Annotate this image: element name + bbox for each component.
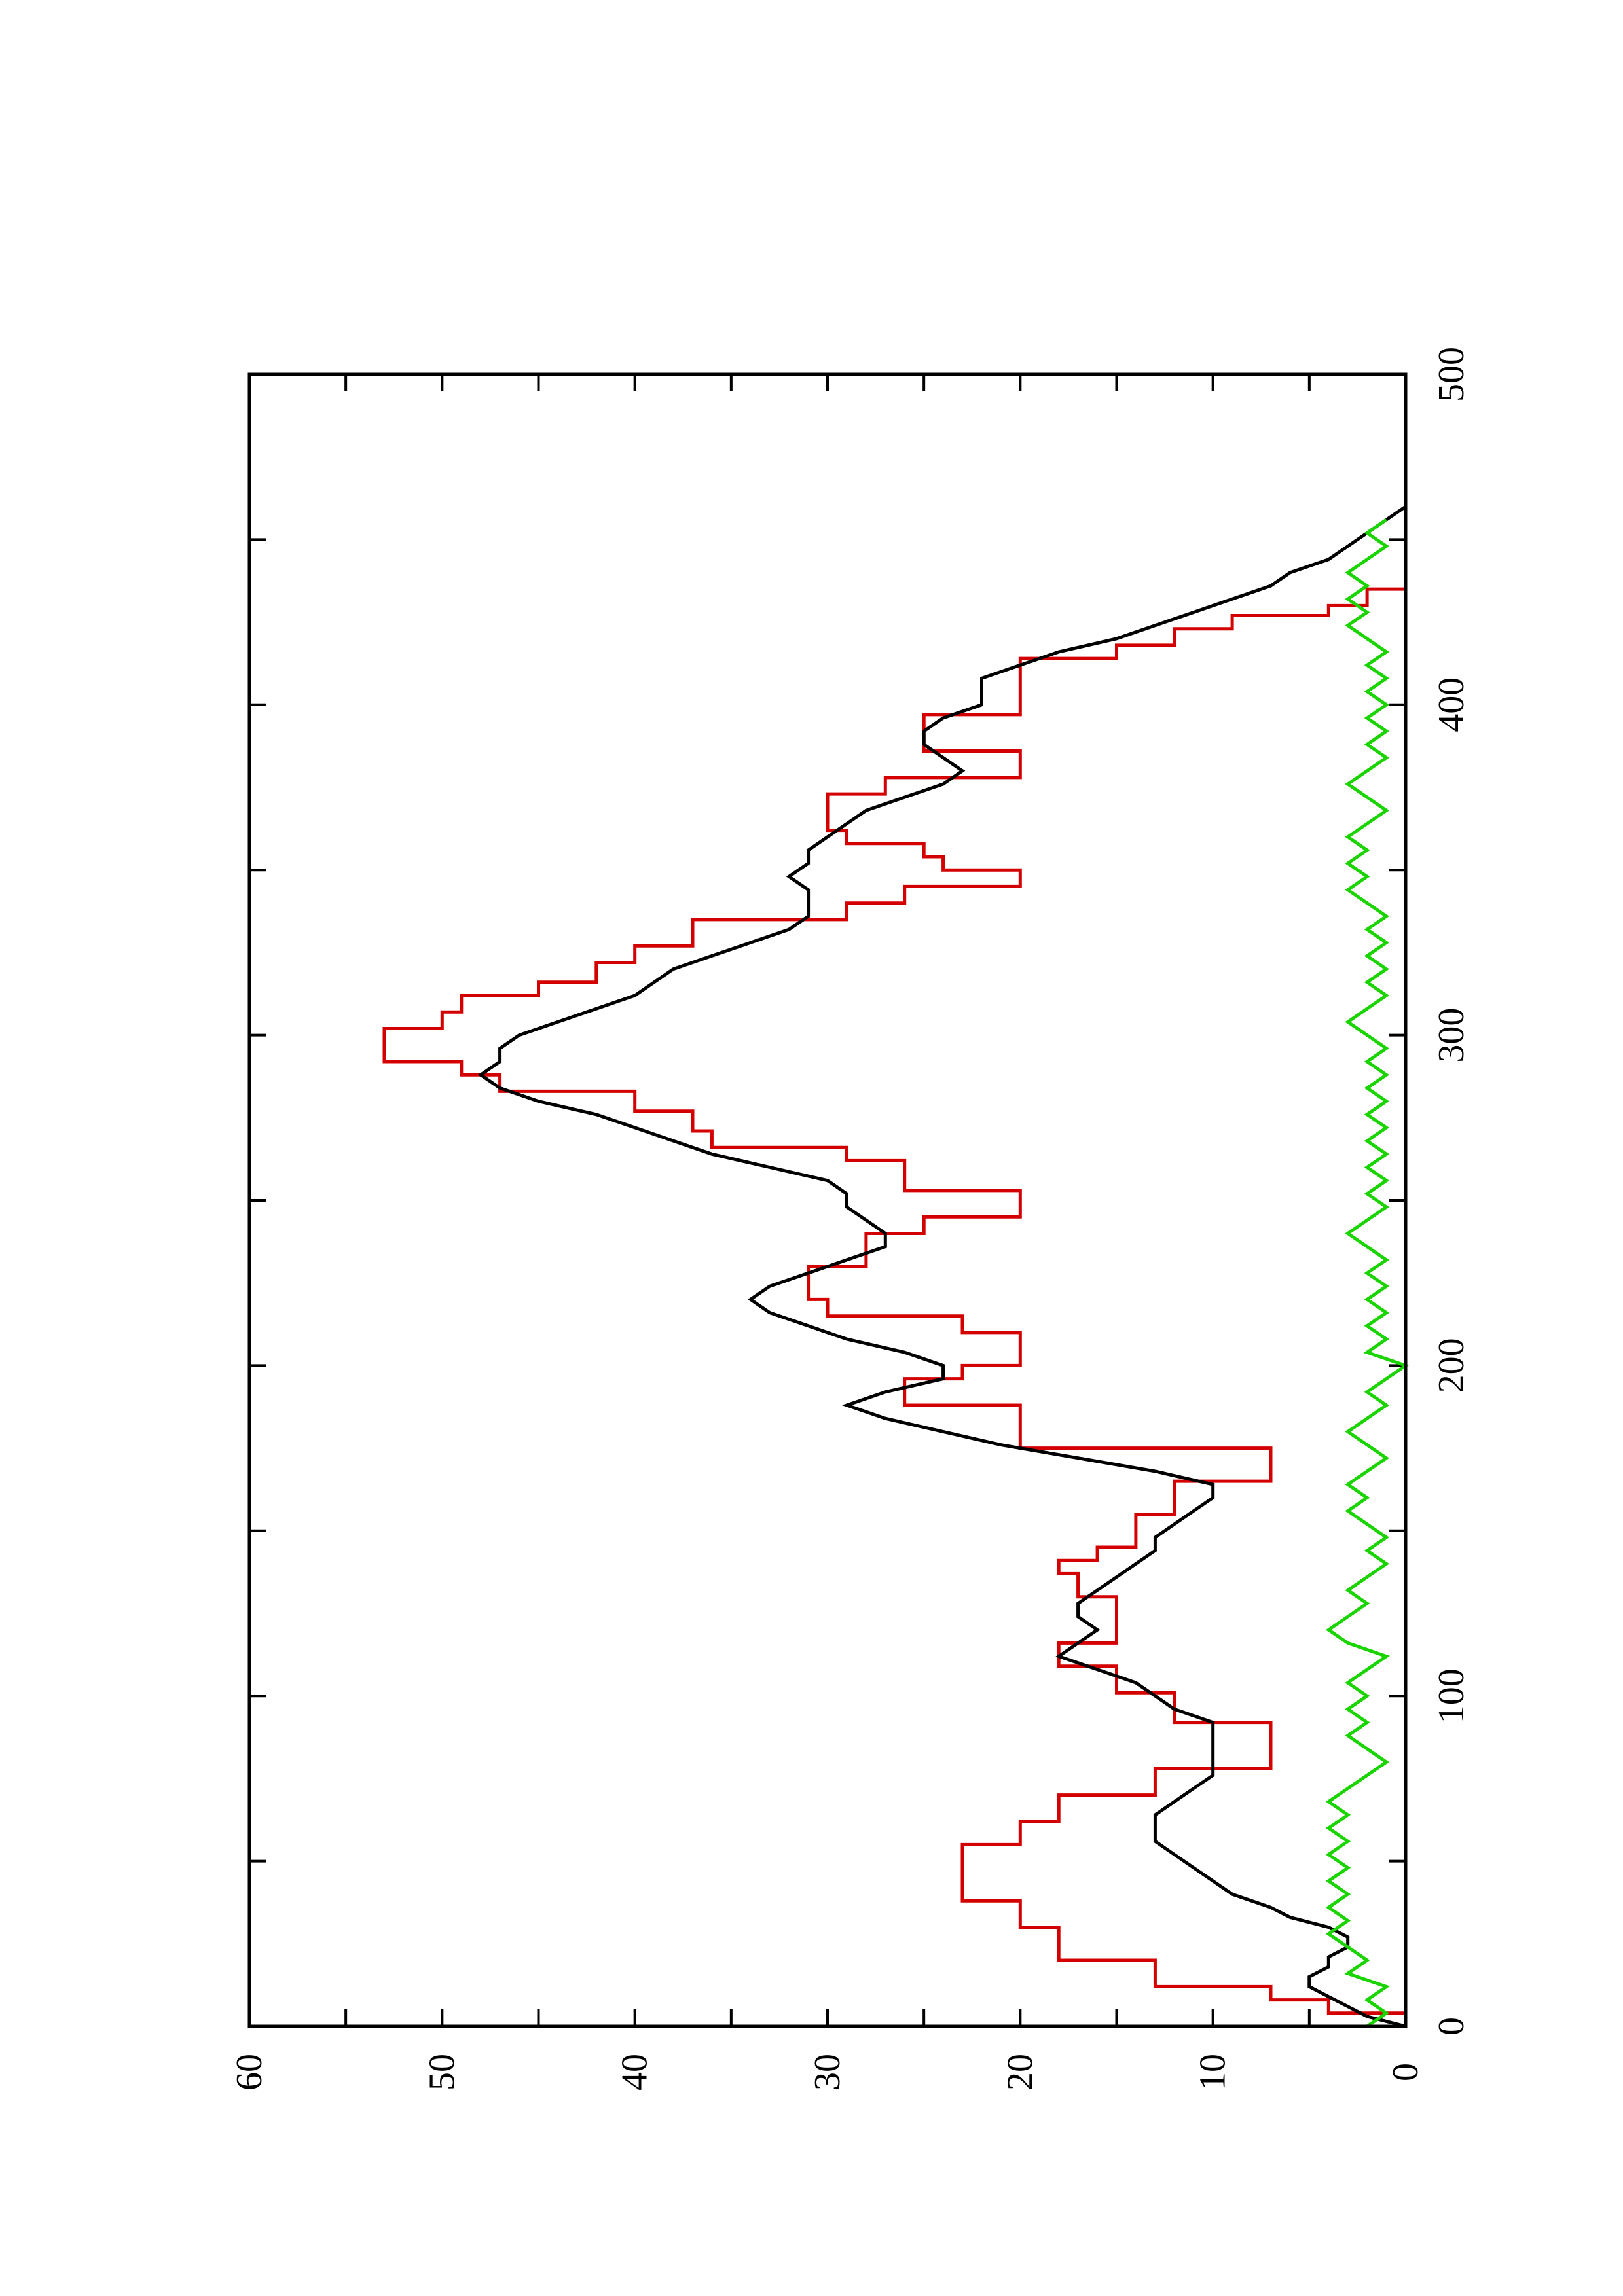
tick-labels: 0 100 200 300 400 500 0 10 20 30 40 50 60 xyxy=(229,347,1472,2090)
y-tick-label: 20 xyxy=(1000,2054,1040,2090)
series-line-2 xyxy=(477,505,1407,2028)
x-tick-label: 0 xyxy=(1431,2017,1472,2036)
plot-frame xyxy=(247,372,1408,2028)
x-tick-label: 100 xyxy=(1431,1668,1472,1723)
series-line-1 xyxy=(382,587,1408,2026)
series-line-3 xyxy=(1325,518,1410,2028)
y-tick-label: 40 xyxy=(615,2054,655,2090)
y-tick-label: 60 xyxy=(229,2054,270,2090)
y-tick-label: 0 xyxy=(1385,2063,1426,2081)
series-lines xyxy=(382,505,1410,2028)
x-tick-label: 300 xyxy=(1431,1008,1472,1063)
x-tick-label: 200 xyxy=(1431,1338,1472,1393)
y-tick-label: 30 xyxy=(807,2054,848,2090)
y-tick-label: 10 xyxy=(1193,2054,1233,2090)
x-tick-label: 400 xyxy=(1431,677,1472,732)
y-tick-label: 50 xyxy=(422,2054,462,2090)
x-tick-label: 500 xyxy=(1431,347,1472,402)
